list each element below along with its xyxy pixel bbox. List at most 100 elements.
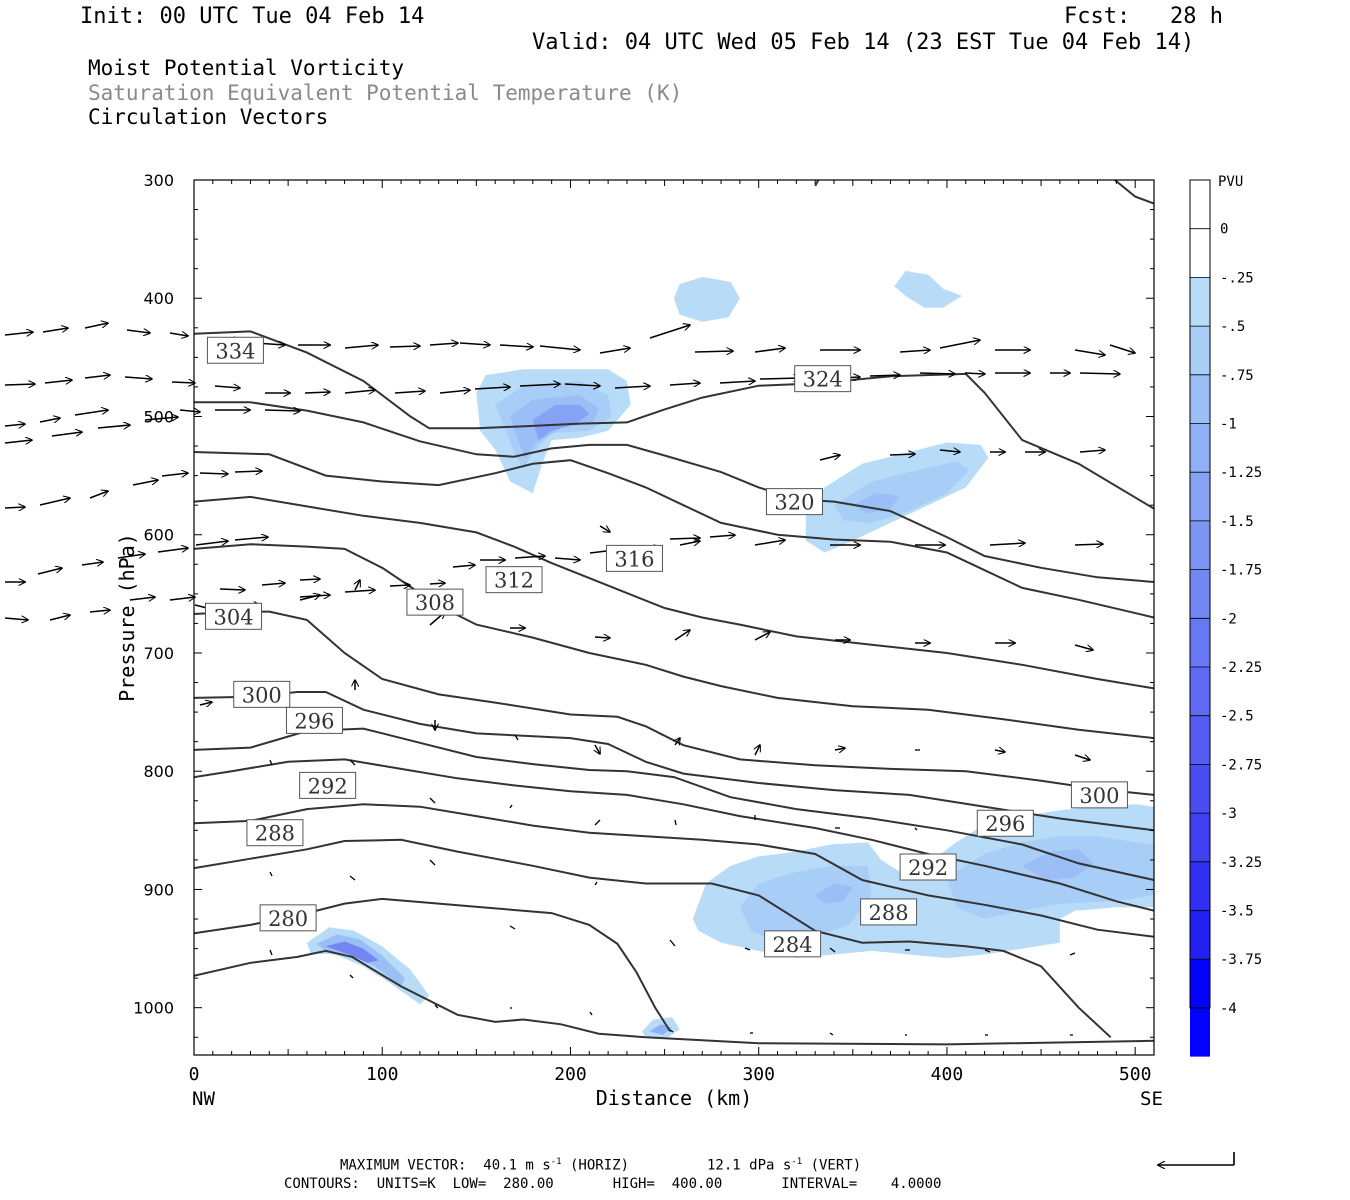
vector-53 — [179, 410, 200, 412]
vector-28 — [171, 382, 195, 383]
vector-60 — [39, 498, 70, 506]
vector-15 — [649, 325, 690, 339]
vector-135 — [594, 819, 601, 826]
vector-0 — [4, 332, 33, 335]
vector-90 — [219, 589, 245, 590]
contour-line-11 — [194, 401, 1154, 583]
vector-142 — [429, 859, 436, 866]
theta-es-contours — [194, 180, 1154, 1046]
cbar-label-15: -3.75 — [1220, 952, 1262, 968]
cbar-box-12 — [1190, 764, 1210, 814]
vector-43 — [869, 375, 900, 376]
vector-143 — [509, 925, 516, 930]
contour-line-7 — [194, 610, 1154, 796]
vector-65 — [234, 471, 262, 472]
contour-label-box-14 — [860, 898, 918, 926]
vector-59 — [4, 507, 25, 508]
cbar-box-13 — [1190, 813, 1210, 862]
vector-31 — [304, 392, 330, 393]
vector-79 — [514, 556, 545, 558]
vector-129 — [994, 750, 1005, 752]
cbar-label-7: -1.75 — [1220, 563, 1262, 579]
vector-14 — [599, 348, 630, 354]
vector-87 — [89, 610, 110, 612]
vector-88 — [129, 597, 155, 600]
vector-40 — [719, 381, 755, 383]
contour-label-5: 308 — [415, 591, 455, 615]
contour-line-13 — [814, 180, 820, 187]
vector-151 — [269, 949, 273, 956]
contour-label-14: 288 — [869, 901, 909, 925]
vector-124 — [595, 744, 600, 754]
vector-146 — [744, 947, 751, 951]
contour-label-box-13 — [246, 819, 304, 847]
vector-49 — [4, 440, 32, 443]
vector-3 — [126, 330, 150, 333]
contour-label-box-0 — [206, 336, 264, 364]
contour-label-box-4 — [485, 566, 543, 594]
max-vector-line: MAXIMUM VECTOR: 40.1 m s-1 (HORIZ) 12.1 d… — [340, 1157, 861, 1174]
vector-104 — [989, 543, 1025, 545]
vector-11 — [459, 343, 490, 345]
title-theta-es: Saturation Equivalent Potential Temperat… — [88, 81, 683, 105]
vector-23 — [1109, 344, 1135, 353]
axes: 300 400 500 600 700 800 900 1000 0 100 200 300 400 50… — [115, 171, 1163, 1110]
mpv-shading — [306, 271, 1154, 1038]
cbar-box-3 — [1190, 326, 1210, 375]
contour-label-box-10 — [976, 809, 1034, 837]
vector-112 — [594, 637, 610, 638]
vector-68 — [81, 562, 103, 565]
init-time: Init: 00 UTC Tue 04 Feb 14 — [80, 4, 425, 29]
vector-62 — [132, 480, 158, 486]
contour-label-box-1 — [794, 365, 852, 393]
ytick-label-7: 1000 — [133, 999, 174, 1018]
vector-99 — [599, 526, 610, 532]
vector-140 — [269, 871, 273, 877]
xtick-label-2: 200 — [554, 1064, 587, 1085]
xtick-label-5: 500 — [1119, 1064, 1152, 1085]
cbar-box-4 — [1190, 374, 1210, 424]
mpv-region-8 — [852, 493, 900, 514]
vector-83 — [669, 538, 700, 539]
contour-label-9: 296 — [294, 709, 334, 733]
vector-125 — [675, 738, 680, 745]
xtick-label-0: 0 — [189, 1064, 200, 1085]
contour-label-box-6 — [205, 602, 263, 630]
vector-80 — [554, 558, 580, 560]
contour-label-7: 300 — [242, 683, 282, 707]
cbar-label-11: -2.75 — [1220, 757, 1262, 773]
vector-123 — [514, 734, 519, 741]
contour-label-box-2 — [765, 488, 823, 516]
cbar-box-2 — [1190, 277, 1210, 327]
cbar-label-4: -1 — [1220, 417, 1237, 433]
cbar-label-8: -2 — [1220, 611, 1237, 627]
exp2: -1 — [791, 1157, 803, 1167]
vector-35 — [474, 387, 510, 389]
vector-39 — [669, 383, 700, 385]
vector-114 — [754, 632, 770, 641]
vector-58 — [74, 410, 108, 416]
vector-101 — [754, 540, 785, 546]
vector-126 — [755, 745, 760, 756]
vector-134 — [509, 804, 513, 809]
vector-10 — [429, 343, 458, 345]
cbar-box-15 — [1190, 910, 1210, 960]
cbar-box-8 — [1190, 569, 1210, 619]
vector-67 — [37, 568, 62, 575]
vector-130 — [1074, 754, 1090, 760]
cbar-label-16: -4 — [1220, 1001, 1237, 1017]
vector-16 — [694, 351, 733, 352]
vector-55 — [264, 410, 300, 411]
cbar-box-0 — [1190, 180, 1210, 229]
vector-91 — [261, 583, 285, 585]
vector-118 — [1074, 644, 1093, 650]
cbar-box-17 — [1190, 1007, 1210, 1057]
contour-line-0 — [194, 949, 1154, 1046]
vector-36 — [519, 384, 560, 386]
vector-44 — [919, 373, 955, 374]
contour-label-box-7 — [233, 680, 291, 708]
cbar-label-1: -.25 — [1220, 270, 1254, 286]
contour-line-12 — [194, 330, 1154, 510]
vector-109 — [355, 580, 360, 591]
vector-52 — [144, 417, 178, 420]
